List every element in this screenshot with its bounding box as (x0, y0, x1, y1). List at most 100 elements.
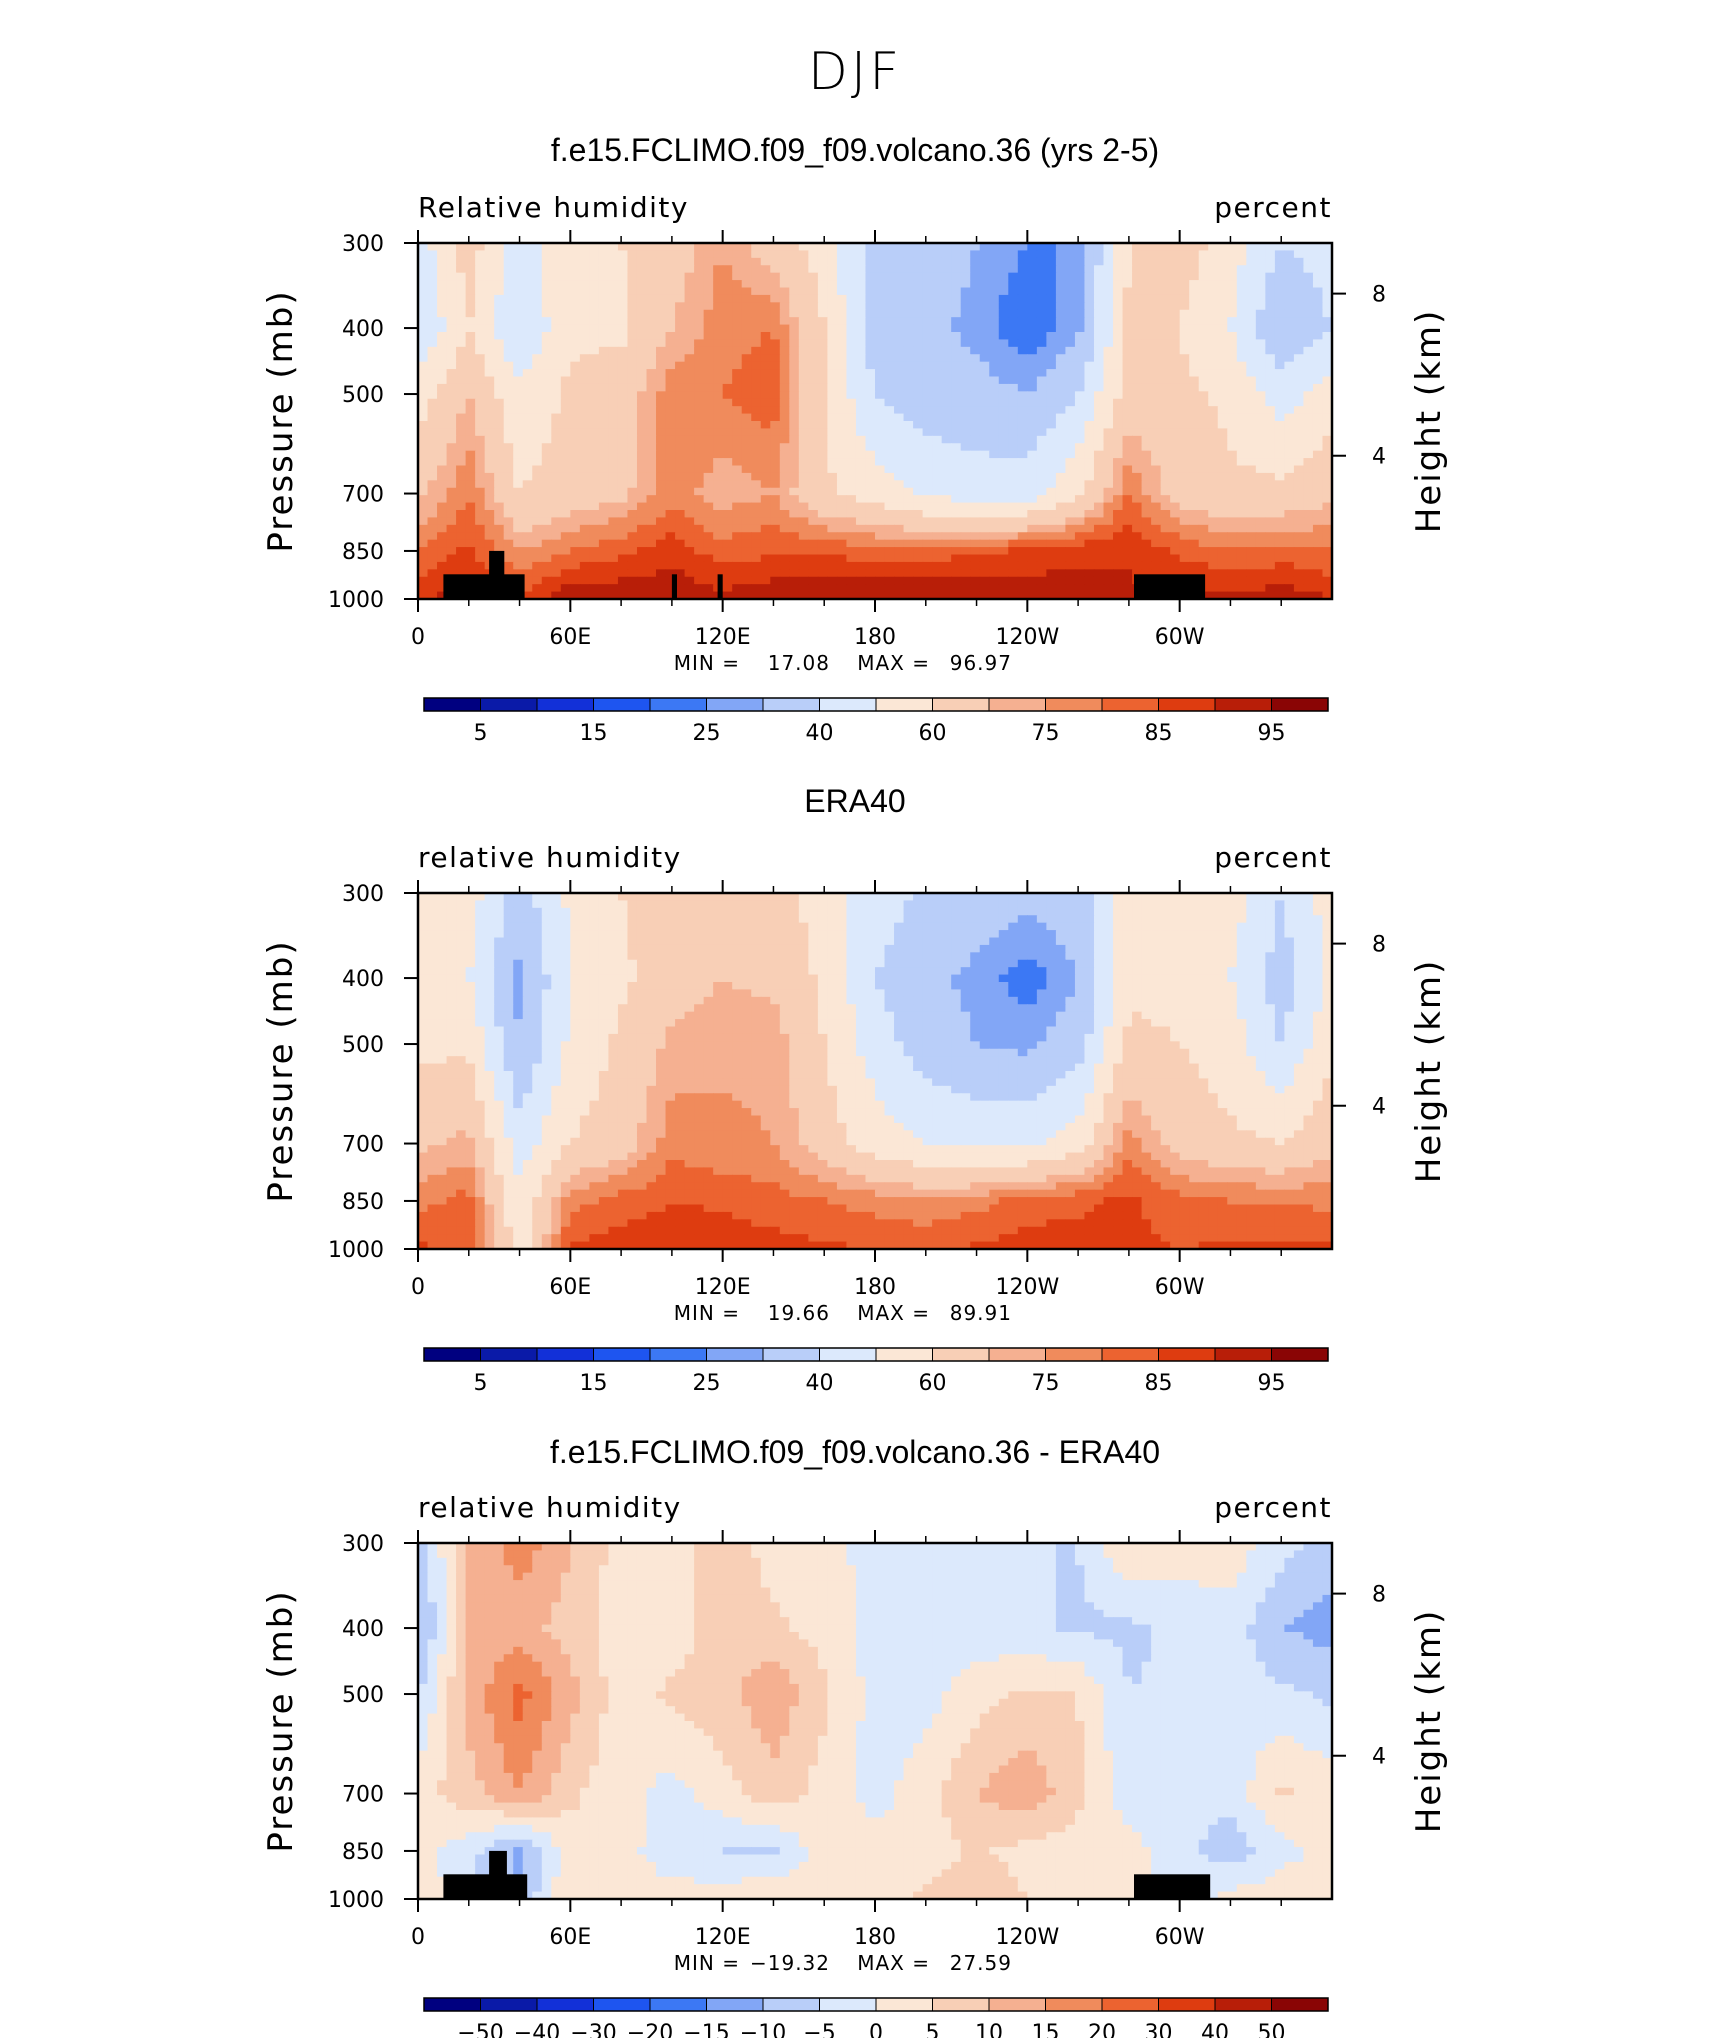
contour-cell (1160, 383, 1171, 392)
contour-cell (1093, 547, 1105, 556)
contour-cell (617, 243, 629, 252)
contour-cell (513, 398, 524, 407)
contour-cell (1065, 907, 1076, 916)
contour-cell (1103, 317, 1114, 326)
contour-cell (1170, 294, 1181, 303)
contour-cell (903, 413, 914, 422)
contour-cell (1065, 428, 1076, 437)
contour-cell (855, 339, 867, 348)
colorbar-box (649, 697, 707, 712)
contour-cell (694, 354, 705, 363)
contour-cell (617, 584, 629, 593)
contour-cell (922, 257, 933, 266)
contour-cell (979, 458, 990, 467)
contour-cell (1217, 502, 1228, 511)
contour-cell (1008, 361, 1019, 370)
contour-cell (770, 480, 781, 489)
contour-cell (418, 532, 429, 541)
contour-cell (1322, 398, 1332, 407)
colorbar-box (932, 697, 990, 712)
contour-cell (1227, 428, 1238, 437)
contour-cell (979, 324, 990, 333)
contour-cell (1132, 554, 1143, 563)
contour-cell (1008, 480, 1019, 489)
contour-cell (1093, 383, 1105, 392)
contour-cell (570, 383, 581, 392)
contour-cell (922, 413, 933, 422)
contour-cell (427, 480, 438, 489)
contour-cell (770, 280, 781, 289)
contour-cell (513, 257, 524, 266)
contour-cell (960, 361, 971, 370)
contour-cell (827, 413, 838, 422)
contour-cell (560, 339, 571, 348)
contour-cell (1036, 443, 1047, 452)
contour-cell (1122, 398, 1133, 407)
contour-cell (1189, 383, 1200, 392)
contour-cell (1189, 406, 1200, 415)
contour-cell (1312, 309, 1324, 318)
contour-cell (1293, 435, 1305, 444)
contour-cell (694, 383, 705, 392)
contour-cell (1074, 250, 1086, 259)
contour-cell (1113, 547, 1124, 556)
contour-cell (1008, 272, 1019, 281)
contour-cell (1208, 287, 1219, 296)
contour-cell (484, 272, 495, 281)
contour-cell (846, 369, 857, 378)
contour-cell (998, 413, 1009, 422)
contour-cell (579, 487, 590, 496)
contour-cell (627, 458, 638, 467)
contour-cell (1008, 907, 1019, 916)
contour-cell (1217, 421, 1228, 430)
contour-cell (865, 272, 876, 281)
contour-cell (570, 243, 581, 252)
contour-cell (1055, 339, 1067, 348)
contour-cell (713, 907, 724, 916)
contour-cell (456, 354, 467, 363)
contour-cell (1132, 510, 1143, 519)
contour-cell (970, 406, 981, 415)
contour-cell (1322, 243, 1332, 252)
contour-cell (1065, 576, 1076, 585)
contour-cell (1236, 532, 1247, 541)
contour-cell (903, 250, 914, 259)
contour-cell (427, 257, 438, 266)
contour-cell (1179, 900, 1190, 909)
contour-cell (1198, 369, 1209, 378)
contour-cell (427, 502, 438, 511)
contour-cell (503, 524, 514, 533)
contour-cell (675, 539, 686, 548)
contour-cell (1170, 421, 1181, 430)
contour-cell (665, 287, 676, 296)
contour-cell (1113, 354, 1124, 363)
contour-cell (760, 487, 771, 496)
contour-cell (636, 510, 648, 519)
contour-cell (494, 907, 505, 916)
contour-cell (522, 250, 533, 259)
contour-cell (684, 309, 695, 318)
contour-cell (989, 265, 1000, 274)
contour-cell (951, 391, 962, 400)
contour-cell (751, 324, 762, 333)
contour-cell (636, 539, 648, 548)
contour-cell (608, 309, 619, 318)
contour-cell (817, 502, 828, 511)
contour-cell (665, 354, 676, 363)
contour-cell (1293, 243, 1305, 252)
contour-cell (713, 517, 724, 526)
contour-cell (484, 907, 495, 916)
contour-cell (503, 465, 514, 474)
contour-cell (779, 893, 790, 902)
contour-cell (456, 413, 467, 422)
contour-cell (732, 317, 743, 326)
contour-cell (1217, 369, 1228, 378)
contour-cell (1284, 265, 1295, 274)
contour-cell (1065, 539, 1076, 548)
contour-cell (836, 332, 848, 341)
contour-cell (656, 383, 667, 392)
contour-cell (1312, 428, 1324, 437)
contour-cell (627, 243, 638, 252)
contour-cell (1189, 317, 1200, 326)
contour-cell (1055, 324, 1067, 333)
